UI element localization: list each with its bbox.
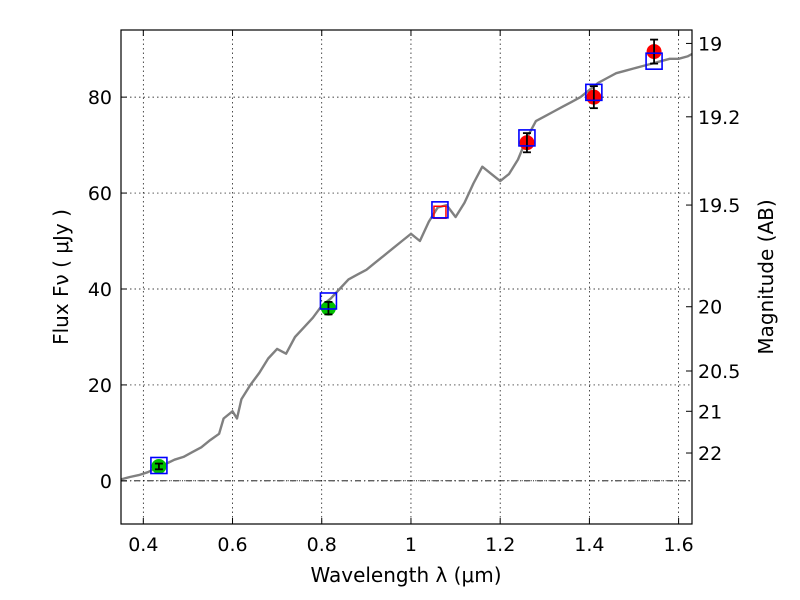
right-tick-label: 20 [698, 297, 722, 319]
tick-labels: 0.4 0.6 0.8 1 1.2 1.4 1.6 0 20 40 60 80 19 19.2 19.5 20… [88, 33, 741, 556]
x-axis-title: Wavelength λ (μm) [310, 563, 501, 587]
x-tick-label: 1.2 [485, 534, 515, 556]
y-axis-title: Flux Fν ( μJy ) [49, 209, 73, 345]
x-tick-label: 1.6 [664, 534, 694, 556]
right-tick-label: 19.5 [698, 195, 740, 217]
y-tick-label: 60 [88, 183, 112, 205]
model-photometry-square [431, 201, 449, 219]
y-tick-label: 80 [88, 87, 112, 109]
plot-background [121, 30, 692, 524]
x-tick-label: 0.6 [217, 534, 247, 556]
x-tick-label: 1.4 [574, 534, 604, 556]
y-tick-label: 40 [88, 279, 112, 301]
model-sed-layer [120, 52, 693, 481]
right-tick-label: 19 [698, 33, 722, 55]
photometry-points-layer [150, 38, 663, 475]
right-tick-label: 19.2 [698, 107, 740, 129]
x-tick-label: 0.4 [128, 534, 158, 556]
right-tick-label: 20.5 [698, 361, 740, 383]
right-axis-title: Magnitude (AB) [754, 199, 778, 354]
y-tick-label: 0 [100, 471, 112, 493]
model-sed-line [120, 52, 693, 481]
model-photometry-square [150, 456, 168, 475]
model-photometry-square [518, 129, 536, 147]
model-photometry-square [319, 292, 338, 310]
right-tick-label: 22 [698, 443, 722, 465]
x-tick-label: 1 [405, 534, 417, 556]
plot-frame [120, 29, 693, 525]
y-tick-label: 20 [88, 375, 112, 397]
axis-ticks [121, 30, 692, 524]
x-tick-label: 0.8 [307, 534, 337, 556]
model-photometry-square [585, 83, 603, 102]
model-photometry-square [645, 52, 663, 70]
right-tick-label: 21 [698, 401, 722, 423]
